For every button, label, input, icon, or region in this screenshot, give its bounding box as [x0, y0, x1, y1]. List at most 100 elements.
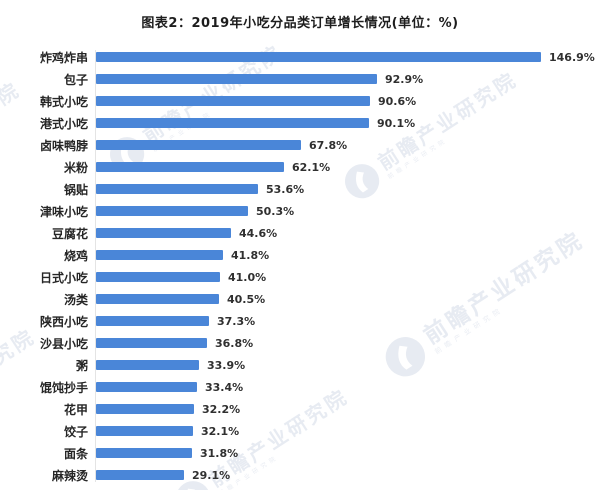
- bar-row: 包子 92.9%: [0, 69, 600, 90]
- bar-row: 沙县小吃 36.8%: [0, 333, 600, 354]
- bar-row: 炸鸡炸串 146.9%: [0, 47, 600, 68]
- value-label: 53.6%: [266, 182, 305, 196]
- value-label: 146.9%: [549, 50, 595, 64]
- value-label: 32.1%: [201, 424, 240, 438]
- bar-track: 33.4%: [96, 380, 600, 394]
- bar: [96, 470, 184, 480]
- bar-track: 41.0%: [96, 270, 600, 284]
- bar: [96, 272, 220, 282]
- bar-track: 53.6%: [96, 182, 600, 196]
- category-label: 韩式小吃: [39, 94, 88, 109]
- bar: [96, 206, 248, 216]
- bar-row: 陕西小吃 37.3%: [0, 311, 600, 332]
- bar: [96, 140, 301, 150]
- chart-title: 图表2：2019年小吃分品类订单增长情况(单位：%): [141, 16, 459, 31]
- bar-row: 馄饨抄手 33.4%: [0, 377, 600, 398]
- bar-row: 麻辣烫 29.1%: [0, 465, 600, 486]
- value-label: 36.8%: [215, 336, 254, 350]
- category-label: 津味小吃: [39, 204, 88, 219]
- category-label: 馄饨抄手: [39, 380, 88, 395]
- bar: [96, 360, 199, 370]
- bar: [96, 96, 370, 106]
- category-label: 卤味鸭脖: [39, 138, 88, 153]
- bar-row: 饺子 32.1%: [0, 421, 600, 442]
- category-label: 汤类: [63, 292, 88, 307]
- category-label: 烧鸡: [63, 248, 88, 263]
- value-label: 62.1%: [292, 160, 331, 174]
- value-label: 37.3%: [217, 314, 256, 328]
- bar: [96, 162, 284, 172]
- category-label: 麻辣烫: [51, 468, 88, 483]
- bar-track: 92.9%: [96, 73, 600, 86]
- category-label: 豆腐花: [51, 226, 88, 241]
- bar-row: 花甲 32.2%: [0, 399, 600, 420]
- bar-track: 29.1%: [96, 468, 600, 482]
- bar-track: 32.2%: [96, 402, 600, 416]
- value-label: 29.1%: [192, 468, 231, 482]
- bar-row: 面条 31.8%: [0, 443, 600, 464]
- value-label: 44.6%: [239, 226, 278, 240]
- value-label: 33.4%: [205, 380, 244, 394]
- bar-chart: 炸鸡炸串 146.9% 包子 92.9% 韩式小吃 90.6% 港式小吃 90.1% 卤味鸭脖 6…: [0, 46, 600, 486]
- category-label: 粥: [75, 358, 88, 373]
- bar: [96, 448, 192, 458]
- bar: [96, 228, 231, 238]
- bar: [96, 404, 194, 414]
- category-label: 港式小吃: [39, 116, 88, 131]
- value-label: 41.8%: [231, 248, 270, 262]
- bar: [96, 250, 223, 260]
- bar: [96, 52, 541, 62]
- category-label: 包子: [63, 72, 88, 87]
- category-label: 沙县小吃: [39, 336, 88, 351]
- bar-track: 40.5%: [96, 292, 600, 306]
- bar-track: 62.1%: [96, 160, 600, 174]
- bar-track: 146.9%: [96, 50, 600, 64]
- category-label: 饺子: [63, 424, 88, 439]
- value-label: 67.8%: [309, 138, 348, 152]
- bar: [96, 184, 258, 194]
- bar-row: 豆腐花 44.6%: [0, 223, 600, 244]
- bar-track: 44.6%: [96, 226, 600, 240]
- bar-track: 50.3%: [96, 204, 600, 218]
- bar-track: 37.3%: [96, 314, 600, 328]
- category-label: 花甲: [63, 402, 88, 417]
- bar: [96, 316, 209, 326]
- value-label: 90.1%: [377, 116, 416, 130]
- bar: [96, 118, 369, 128]
- bar-row: 米粉 62.1%: [0, 157, 600, 178]
- bar: [96, 294, 219, 304]
- bar-track: 90.1%: [96, 116, 600, 130]
- value-label: 40.5%: [227, 292, 266, 306]
- bar-track: 32.1%: [96, 424, 600, 438]
- bar: [96, 74, 377, 84]
- category-label: 面条: [63, 446, 88, 461]
- bar-row: 日式小吃 41.0%: [0, 267, 600, 288]
- bar-row: 韩式小吃 90.6%: [0, 91, 600, 112]
- value-label: 32.2%: [202, 402, 241, 416]
- value-label: 41.0%: [228, 270, 267, 284]
- category-label: 陕西小吃: [39, 314, 88, 329]
- bar-row: 津味小吃 50.3%: [0, 201, 600, 222]
- bar-row: 卤味鸭脖 67.8%: [0, 135, 600, 156]
- value-label: 50.3%: [256, 204, 295, 218]
- bar-track: 41.8%: [96, 248, 600, 262]
- bar-track: 36.8%: [96, 336, 600, 350]
- category-label: 日式小吃: [39, 270, 88, 285]
- bar-track: 31.8%: [96, 446, 600, 460]
- bar: [96, 426, 193, 436]
- bar-track: 33.9%: [96, 358, 600, 372]
- bar-row: 汤类 40.5%: [0, 289, 600, 310]
- bar-row: 锅贴 53.6%: [0, 179, 600, 200]
- category-label: 米粉: [63, 160, 88, 175]
- value-label: 90.6%: [378, 94, 417, 108]
- bar-track: 90.6%: [96, 94, 600, 108]
- bar-row: 港式小吃 90.1%: [0, 113, 600, 134]
- value-label: 33.9%: [207, 358, 246, 372]
- bar-row: 粥 33.9%: [0, 355, 600, 376]
- category-label: 锅贴: [63, 182, 88, 197]
- bar-track: 67.8%: [96, 138, 600, 152]
- value-label: 31.8%: [200, 446, 239, 460]
- bar: [96, 338, 207, 348]
- category-label: 炸鸡炸串: [39, 50, 88, 65]
